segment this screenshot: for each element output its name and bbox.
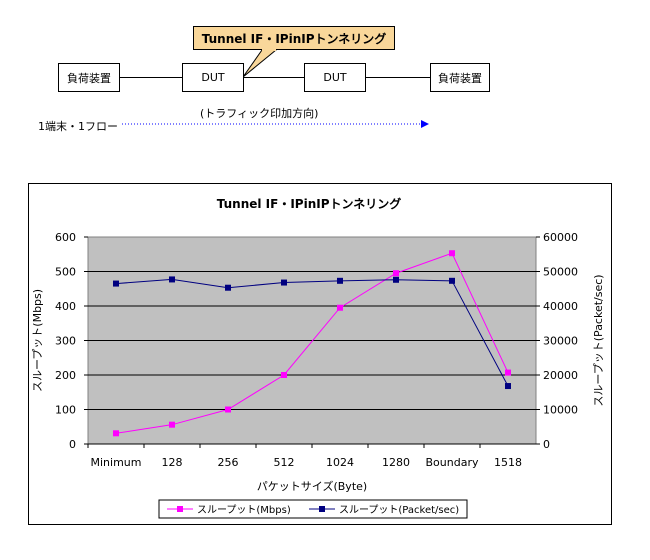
x-tick-label: 256 bbox=[218, 456, 239, 469]
y-tick-label: 200 bbox=[55, 369, 76, 382]
legend-swatch-marker bbox=[319, 506, 325, 512]
throughput-chart: Tunnel IF・IPinIPトンネリング 0 100 200 300 400 500 6… bbox=[31, 196, 605, 519]
series-2-point bbox=[169, 276, 175, 283]
series-1-point bbox=[337, 304, 343, 311]
x-tick-label: 1518 bbox=[494, 456, 522, 469]
series-2-point bbox=[281, 279, 287, 286]
y2-tick-label: 60000 bbox=[543, 231, 578, 244]
series-1-point bbox=[169, 421, 175, 428]
y-tick-label: 500 bbox=[55, 266, 76, 279]
y2-tick-label: 20000 bbox=[543, 369, 578, 382]
chart-frame: Tunnel IF・IPinIPトンネリング 0 100 200 300 400 500 6… bbox=[28, 183, 612, 525]
series-1-point bbox=[225, 406, 231, 413]
x-tick-label: Minimum bbox=[91, 456, 142, 469]
x-tick-label: Boundary bbox=[426, 456, 479, 469]
dut-box-1: DUT bbox=[182, 63, 244, 92]
series-2-point bbox=[113, 280, 119, 287]
y2-tick-label: 10000 bbox=[543, 404, 578, 417]
x-tick-label: 1280 bbox=[382, 456, 410, 469]
legend-label: スループット(Packet/sec) bbox=[339, 504, 459, 516]
series-line-1 bbox=[115, 252, 509, 434]
series-1-point bbox=[505, 369, 511, 376]
series-1-point bbox=[113, 430, 119, 437]
x-tick-label: 128 bbox=[162, 456, 183, 469]
link-line-1 bbox=[120, 77, 182, 78]
x-tick-label: 1024 bbox=[326, 456, 354, 469]
series-2-point bbox=[337, 277, 343, 284]
y-tick-label: 600 bbox=[55, 231, 76, 244]
series-line-2 bbox=[115, 278, 509, 387]
link-line-2 bbox=[244, 77, 304, 78]
chart-title: Tunnel IF・IPinIPトンネリング bbox=[217, 196, 402, 211]
y-tick-label: 0 bbox=[69, 438, 76, 451]
diagram-callout: Tunnel IF・IPinIPトンネリング bbox=[193, 26, 395, 50]
series-2-point bbox=[505, 383, 511, 390]
y2-tick-label: 40000 bbox=[543, 300, 578, 313]
y-tick-label: 300 bbox=[55, 335, 76, 348]
series-2-point bbox=[449, 277, 455, 284]
callout-pointer bbox=[242, 49, 278, 78]
y-tick-label: 100 bbox=[55, 404, 76, 417]
legend-swatch-marker bbox=[177, 506, 183, 512]
dut-box-2: DUT bbox=[304, 63, 366, 92]
series-1-point bbox=[449, 250, 455, 257]
y2-axis-label: スループット(Packet/sec) bbox=[592, 274, 605, 406]
y2-tick-label: 0 bbox=[543, 438, 550, 451]
series-1-point bbox=[281, 372, 287, 378]
y-axis-label: スループット(Mbps) bbox=[31, 289, 44, 392]
traffic-direction-arrow bbox=[122, 120, 429, 128]
series-2-point bbox=[225, 284, 231, 291]
legend-label: スループット(Mbps) bbox=[197, 504, 291, 516]
load-device-left: 負荷装置 bbox=[58, 63, 120, 92]
traffic-direction-label: (トラフィック印加方向) bbox=[200, 107, 319, 120]
y2-tick-label: 50000 bbox=[543, 266, 578, 279]
x-axis-label: パケットサイズ(Byte) bbox=[257, 479, 367, 493]
y-tick-label: 400 bbox=[55, 300, 76, 313]
x-tick-label: 512 bbox=[274, 456, 295, 469]
link-line-3 bbox=[366, 77, 430, 78]
load-device-right: 負荷装置 bbox=[430, 63, 490, 92]
flow-label: 1端末・1フロー bbox=[38, 120, 118, 133]
series-1-point bbox=[393, 270, 399, 277]
y2-tick-label: 30000 bbox=[543, 335, 578, 348]
legend: スループット(Mbps) スループット(Packet/sec) bbox=[158, 499, 468, 519]
series-2-point bbox=[393, 276, 399, 283]
